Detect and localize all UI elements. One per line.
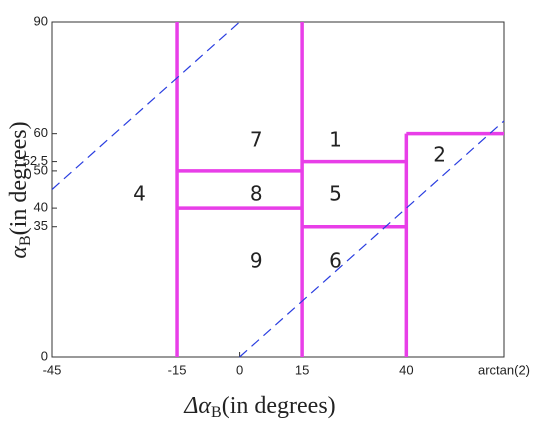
- plot-frame: [51, 21, 505, 358]
- region-label: 7: [250, 128, 263, 152]
- dashed-line: [239, 120, 505, 358]
- y-tick-label: 60: [34, 125, 48, 140]
- y-label-text: (in degrees): [6, 121, 32, 235]
- y-label-symbol: α: [6, 246, 32, 259]
- y-axis-label: αB(in degrees): [6, 121, 34, 258]
- x-axis-label: ΔαB(in degrees): [183, 393, 335, 421]
- y-tick-label: 0: [41, 348, 48, 363]
- y-tick-label: 52.5: [23, 153, 48, 168]
- region-label: 4: [133, 182, 146, 206]
- x-tick-label: 15: [295, 362, 309, 377]
- x-tick-label: 0: [236, 362, 243, 377]
- region-label: 9: [250, 249, 263, 273]
- x-label-symbol: Δα: [183, 393, 211, 419]
- dashed-line: [51, 21, 240, 190]
- region-label: 5: [329, 182, 342, 206]
- x-label-text: (in degrees): [222, 393, 336, 419]
- x-label-subscript: B: [211, 404, 222, 421]
- x-tick-label: -45: [43, 362, 62, 377]
- region-label: 6: [329, 249, 342, 273]
- y-tick-label: 35: [34, 218, 48, 233]
- x-tick-label: -15: [168, 362, 187, 377]
- region-label: 1: [329, 128, 342, 152]
- y-tick-label: 90: [34, 13, 48, 28]
- region-label: 8: [250, 182, 263, 206]
- region-label: 2: [433, 143, 446, 167]
- x-tick-label: 40: [399, 362, 413, 377]
- x-tick-label: arctan(2): [478, 362, 530, 377]
- y-label-subscript: B: [17, 235, 34, 246]
- y-tick-label: 40: [34, 200, 48, 215]
- y-tick-label: 50: [34, 162, 48, 177]
